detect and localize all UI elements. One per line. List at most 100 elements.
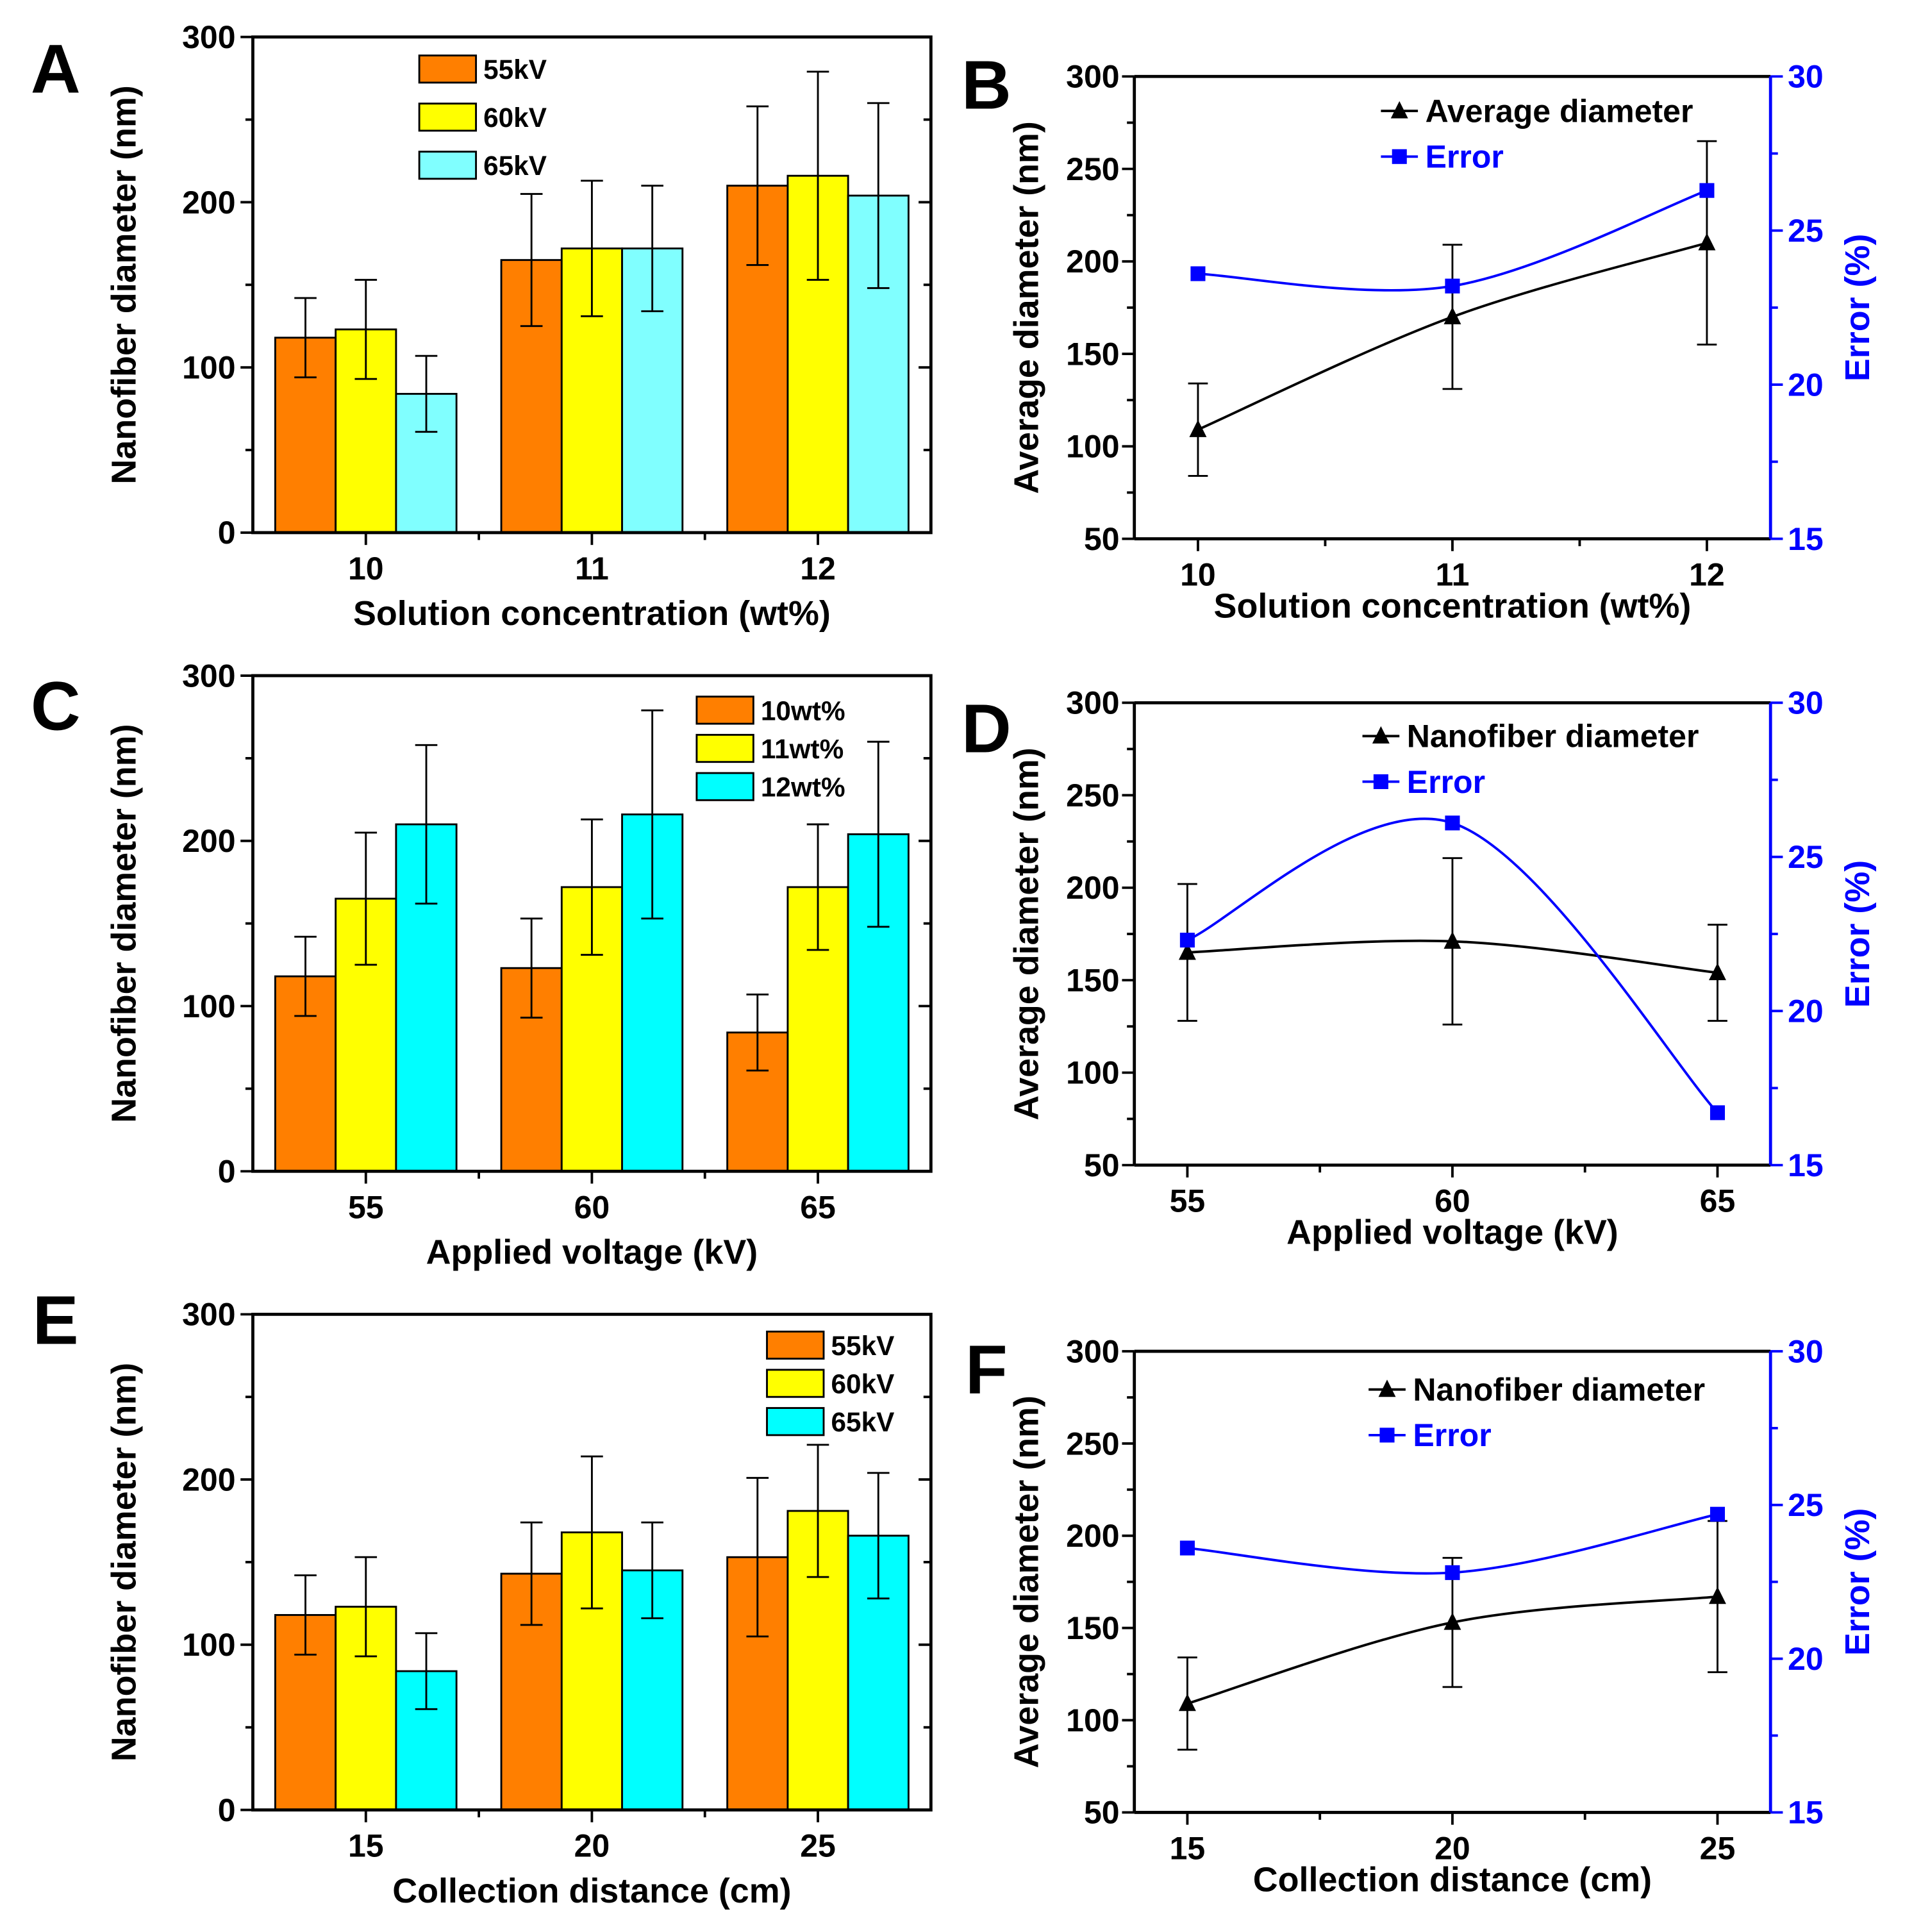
x-tick-label: 10 [348,551,384,587]
data-point-square [1445,815,1460,831]
y-tick-label: 200 [182,185,235,221]
x-tick-label: 55 [1170,1183,1206,1219]
legend-label: 60kV [831,1369,895,1399]
y-tick-label: 100 [182,1627,235,1663]
chart-panel-d: 50 100 150 200 250 300 15 20 25 30 55 60 65 Applied v… [1008,685,1877,1252]
y-tick-label: 300 [1066,1333,1119,1369]
y2-tick-label: 30 [1788,1333,1824,1369]
y-tick-label: 250 [1066,151,1119,187]
y-tick-label: 300 [1066,685,1119,721]
x-axis-label: Collection distance (cm) [1253,1861,1652,1899]
x-tick-label: 25 [1700,1831,1736,1867]
y2-axis-label: Error (%) [1838,234,1877,381]
legend-label: 65kV [831,1407,895,1437]
y-tick-label: 300 [182,19,235,55]
legend-swatch [766,1330,825,1360]
panel-label-A: A [31,29,81,107]
data-point-square [1179,1540,1195,1556]
x-tick-label: 60 [574,1189,610,1225]
y-tick-label: 200 [182,1461,235,1497]
data-point-triangle [1178,942,1196,960]
chart-panel-f: 50 100 150 200 250 300 15 20 25 30 15 20 25 Collectio… [1008,1333,1877,1899]
legend-label: 55kV [831,1331,895,1361]
legend-label: Average diameter [1426,93,1693,129]
y2-tick-label: 25 [1788,1487,1824,1523]
y2-axis-label: Error (%) [1838,1508,1877,1656]
y-axis-label: Average diameter (nm) [1008,121,1046,494]
data-point-triangle [1709,963,1726,981]
x-tick-label: 12 [800,551,836,587]
legend-swatch [418,54,478,84]
legend-marker-triangle [1378,1379,1396,1397]
y-tick-label: 300 [1066,59,1119,95]
y-axis-label: Nanofiber diameter (nm) [105,1363,144,1761]
x-tick-label: 15 [348,1828,384,1864]
data-point-square [1710,1105,1726,1120]
y-tick-label: 100 [182,349,235,385]
y-tick-label: 150 [1066,1610,1119,1646]
panel-label-E: E [33,1281,79,1359]
panel-label-F: F [965,1330,1008,1408]
x-tick-label: 12 [1689,557,1725,593]
x-axis-label: Solution concentration (wt%) [1214,587,1692,626]
y-axis-label: Nanofiber diameter (nm) [105,85,144,484]
y-tick-label: 50 [1084,1147,1120,1183]
y2-tick-label: 15 [1788,1147,1824,1183]
y-tick-label: 200 [182,823,235,859]
data-point-triangle [1709,1586,1726,1604]
legend-label: 55kV [483,54,547,85]
x-tick-label: 60 [1435,1183,1470,1219]
chart-panel-a: 0 100 200 300 10 11 12 Solution concentration (… [105,19,933,633]
data-point-triangle [1189,419,1207,437]
x-tick-label: 65 [1700,1183,1736,1219]
y-tick-label: 300 [182,658,235,694]
y-tick-label: 200 [1066,870,1119,906]
x-tick-label: 25 [800,1828,836,1864]
y2-axis-label: Error (%) [1838,860,1877,1008]
x-tick-label: 65 [800,1189,836,1225]
x-tick-label: 55 [348,1189,384,1225]
legend-label: Error [1413,1417,1491,1453]
chart-panel-c: 0 100 200 300 55 60 65 Applied voltage (kV) Nano… [105,658,933,1272]
legend-swatch [766,1369,825,1398]
y2-tick-label: 20 [1788,367,1824,403]
x-tick-label: 20 [574,1828,610,1864]
y2-tick-label: 30 [1788,685,1824,721]
data-point-square [1190,266,1206,281]
y-tick-label: 50 [1084,1795,1120,1831]
data-point-triangle [1443,931,1461,949]
y2-tick-label: 25 [1788,839,1824,875]
legend-marker-square [1379,1428,1395,1443]
data-point-triangle [1178,1694,1196,1711]
y-tick-label: 150 [1066,336,1119,372]
x-tick-label: 20 [1435,1831,1470,1867]
legend-marker-square [1392,149,1407,164]
x-tick-label: 10 [1180,557,1216,593]
y2-tick-label: 20 [1788,1641,1824,1677]
y2-tick-label: 15 [1788,1795,1824,1831]
y2-tick-label: 30 [1788,59,1824,95]
legend-label: 11wt% [761,734,844,764]
legend-swatch [695,772,754,801]
legend-swatch [695,733,754,763]
legend-label: Error [1407,764,1485,800]
x-tick-label: 11 [1436,557,1470,593]
y-axis-label: Average diameter (nm) [1008,747,1046,1120]
y-tick-label: 150 [1066,962,1119,998]
legend-marker-square [1373,774,1388,789]
y-tick-label: 200 [1066,1518,1119,1554]
chart-panel-b: 50 100 150 200 250 300 15 20 25 30 10 11 12Solution … [1008,59,1877,626]
x-tick-label: 15 [1170,1831,1206,1867]
y-tick-label: 100 [182,988,235,1024]
legend-label: 10wt% [761,695,845,726]
legend-swatch [418,103,478,132]
data-point-square [1710,1506,1726,1522]
legend-swatch [695,695,754,725]
y-tick-label: 100 [1066,429,1119,465]
y2-tick-label: 15 [1788,521,1824,557]
y-tick-label: 250 [1066,1426,1119,1461]
y-axis-label: Nanofiber diameter (nm) [105,724,144,1123]
legend-label: Nanofiber diameter [1413,1372,1705,1408]
